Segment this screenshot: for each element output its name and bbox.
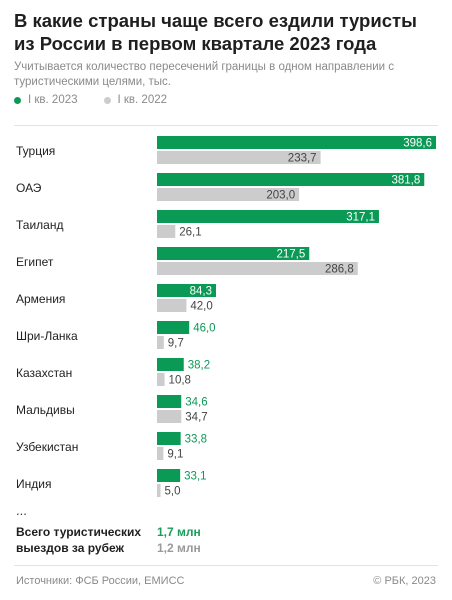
category-label: Турция [16, 144, 55, 158]
data-label-current: 33,8 [185, 434, 207, 446]
category-label: Египет [16, 255, 54, 269]
legend-item-current: I кв. 2023 [14, 94, 78, 106]
bar-previous [157, 188, 300, 201]
bar-current [157, 173, 425, 186]
bar-previous [157, 262, 358, 275]
bar-previous [157, 225, 176, 238]
bar-previous [157, 336, 164, 349]
bar-current [157, 432, 181, 445]
bar-previous [157, 484, 161, 497]
copyright: © РБК, 2023 [373, 575, 436, 587]
category-label: Узбекистан [16, 440, 78, 454]
legend-label-previous: I кв. 2022 [117, 94, 168, 106]
bar-previous [157, 447, 164, 460]
legend: I кв. 2023 I кв. 2022 [14, 94, 193, 106]
data-label-current: 33,1 [184, 471, 206, 483]
bar-current [157, 210, 379, 223]
category-label: ОАЭ [16, 181, 42, 195]
source-note: Источники: ФСБ России, ЕМИСС [16, 575, 185, 587]
data-label-previous: 10,8 [169, 375, 191, 387]
bar-current [157, 284, 217, 297]
data-label-current: 317,1 [346, 212, 375, 224]
totals-label: Всего туристических выездов за рубеж [16, 525, 142, 555]
more-indicator: ... [16, 503, 27, 518]
data-label-current: 217,5 [276, 249, 305, 261]
bar-previous [157, 373, 165, 386]
data-label-previous: 26,1 [179, 227, 201, 239]
bar-current [157, 321, 190, 334]
bar-current [157, 358, 184, 371]
data-label-previous: 9,1 [167, 449, 183, 461]
legend-dot-previous [103, 96, 111, 104]
bar-current [157, 469, 181, 482]
bar-previous [157, 299, 187, 312]
data-label-current: 381,8 [391, 175, 420, 187]
chart-subtitle: Учитывается количество пересечений грани… [14, 61, 394, 88]
bar-current [157, 395, 182, 408]
top-divider [14, 125, 438, 126]
bottom-divider [14, 565, 438, 566]
bar-previous [157, 410, 182, 423]
data-label-current: 46,0 [193, 323, 215, 335]
totals-current: 1,7 млн [157, 525, 201, 539]
category-label: Мальдивы [16, 403, 75, 417]
legend-dot-current [14, 96, 21, 104]
bar-previous [157, 151, 321, 164]
legend-item-previous: I кв. 2022 [103, 94, 168, 106]
category-label: Шри-Ланка [16, 329, 78, 343]
data-label-previous: 233,7 [288, 153, 317, 165]
category-label: Казахстан [16, 366, 72, 380]
legend-label-current: I кв. 2023 [28, 94, 78, 106]
data-label-previous: 203,0 [266, 190, 295, 202]
data-label-current: 398,6 [403, 138, 432, 150]
category-label: Индия [16, 477, 51, 491]
category-label: Таиланд [16, 218, 63, 232]
data-label-current: 34,6 [185, 397, 207, 409]
chart-title: В какие страны чаще всего ездили туристы… [14, 10, 417, 54]
totals-previous: 1,2 млн [157, 541, 201, 555]
data-label-previous: 286,8 [325, 264, 354, 276]
data-label-current: 84,3 [190, 286, 212, 298]
data-label-previous: 5,0 [165, 486, 181, 498]
category-label: Армения [16, 292, 65, 306]
bar-current [157, 136, 437, 149]
data-label-previous: 34,7 [185, 412, 207, 424]
data-label-current: 38,2 [188, 360, 210, 372]
data-label-previous: 42,0 [190, 301, 212, 313]
bar-current [157, 247, 310, 260]
data-label-previous: 9,7 [168, 338, 184, 350]
